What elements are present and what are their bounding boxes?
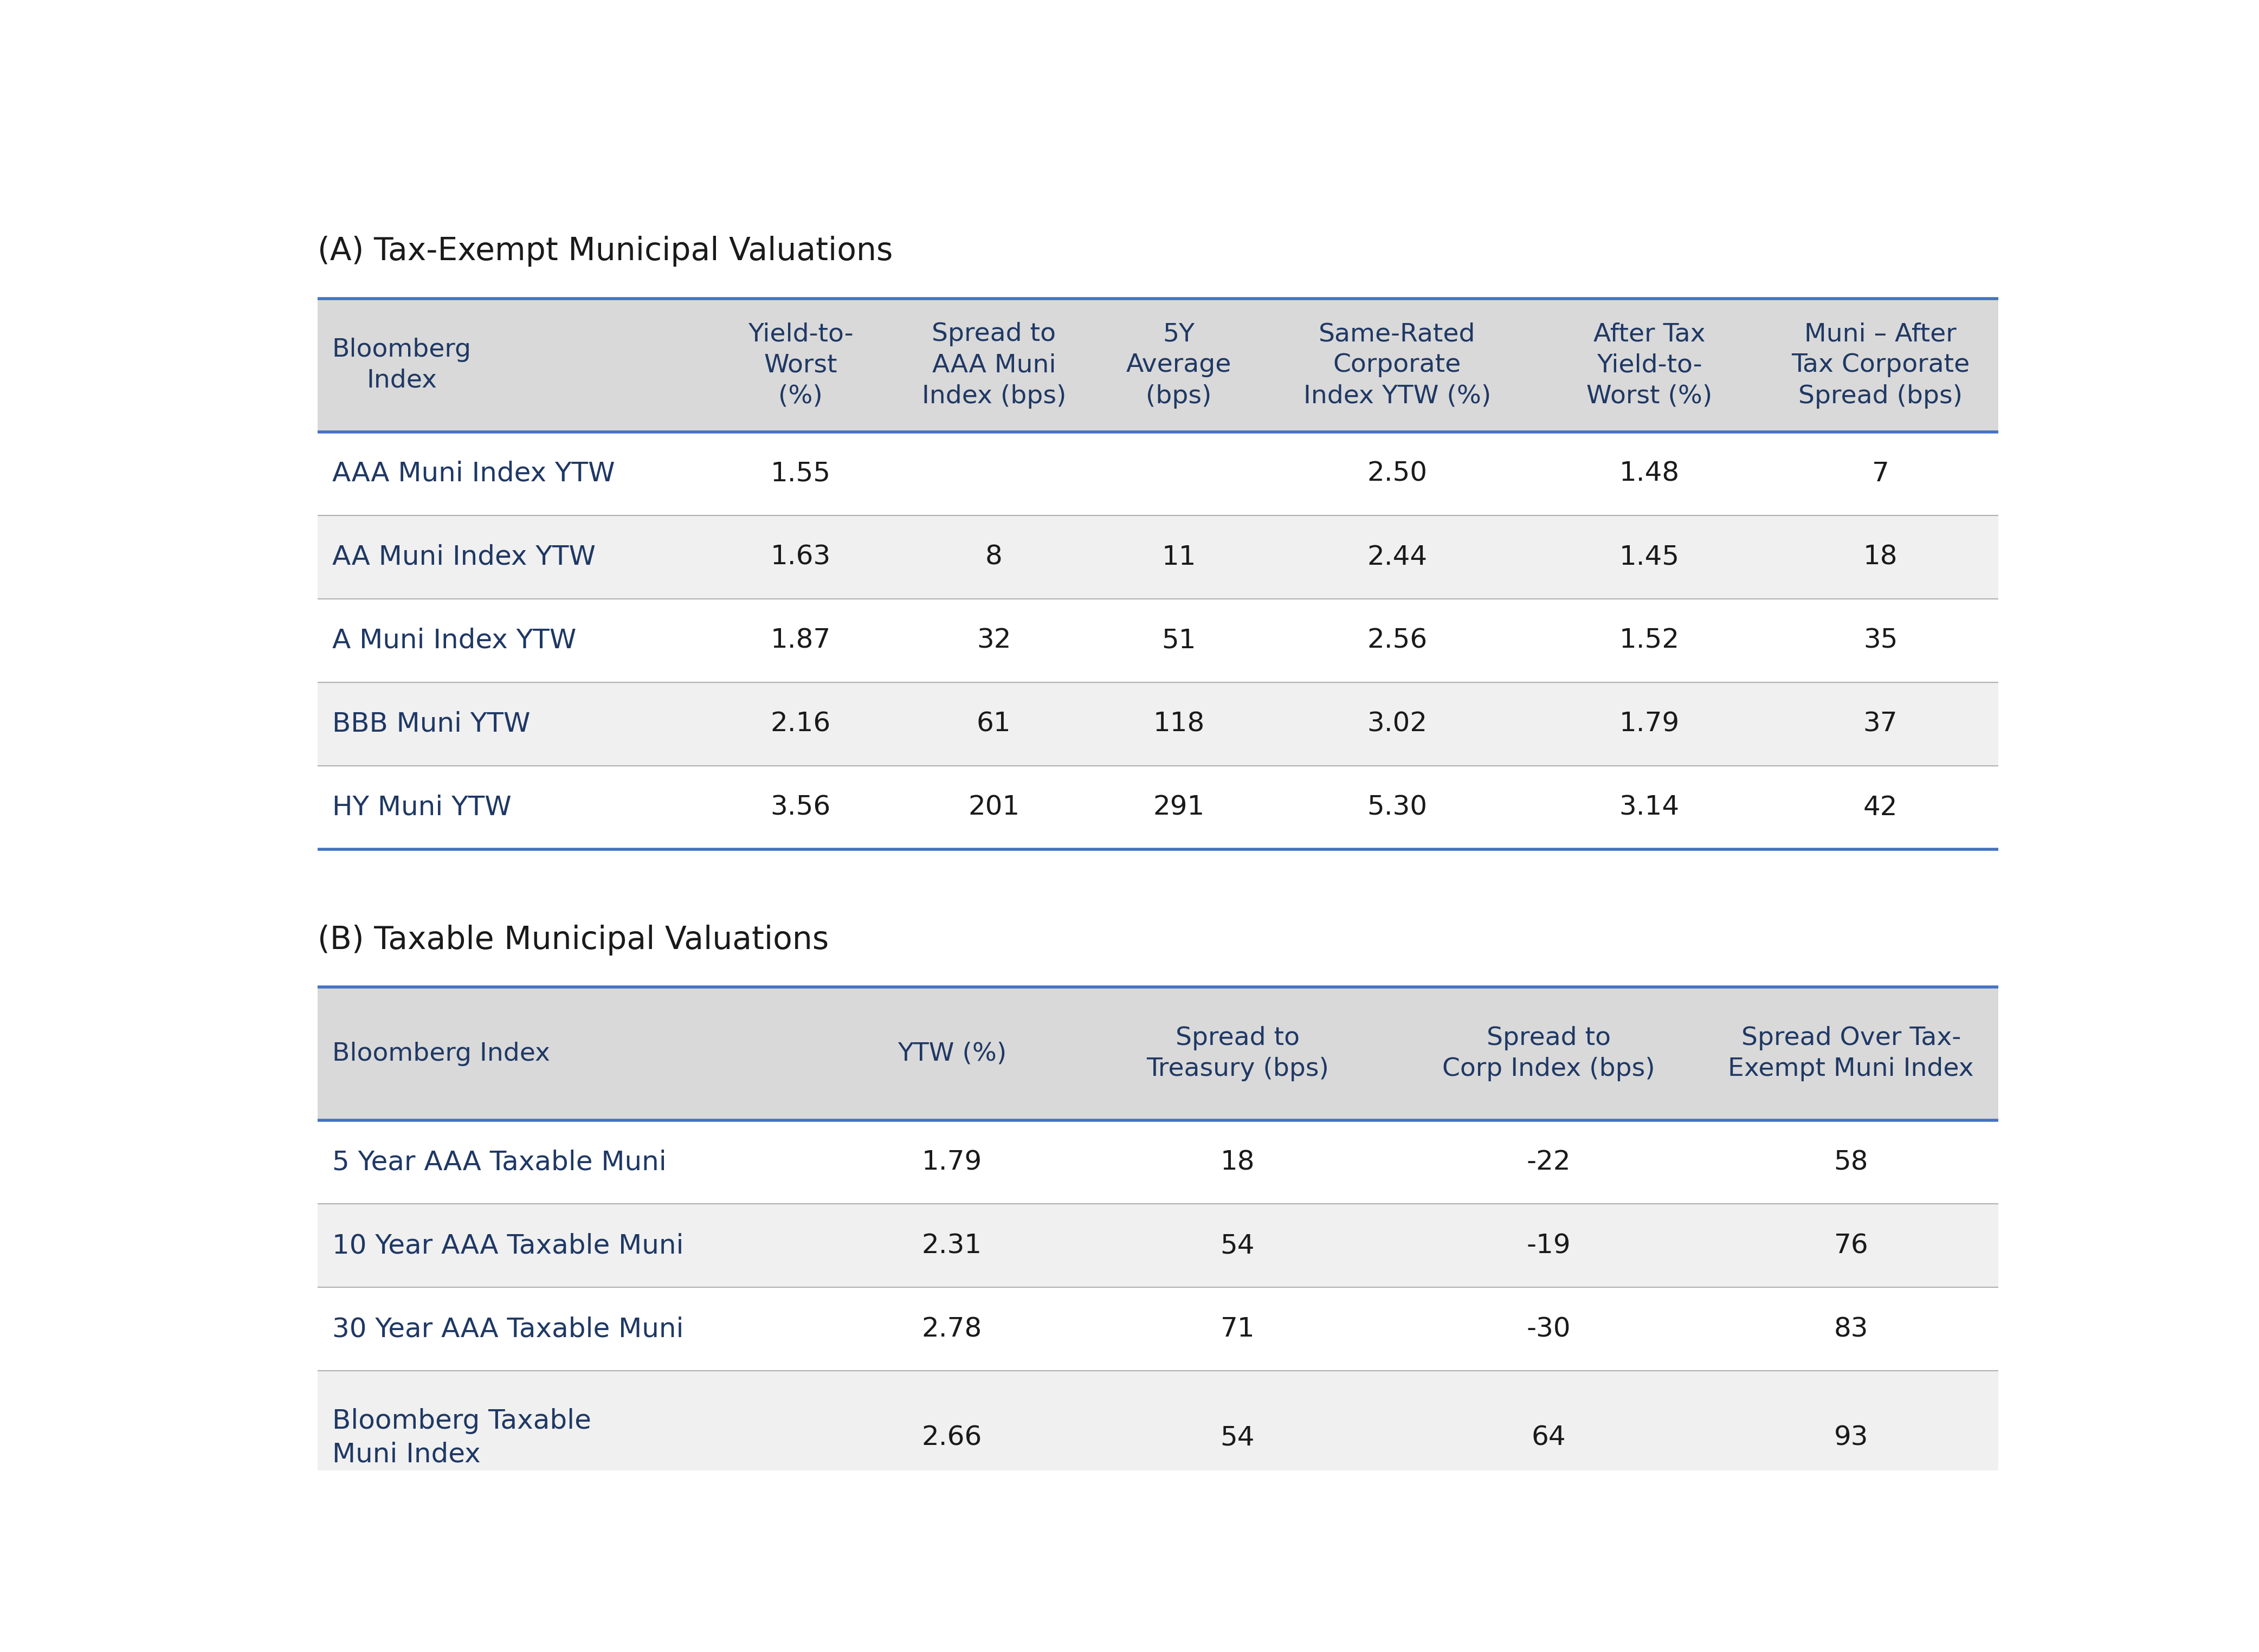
Text: 11: 11 (1161, 544, 1195, 570)
Text: 58: 58 (1834, 1150, 1868, 1175)
FancyBboxPatch shape (316, 299, 1997, 431)
Text: Same-Rated
Corporate
Index YTW (%): Same-Rated Corporate Index YTW (%) (1303, 322, 1491, 408)
Text: 2.50: 2.50 (1367, 461, 1428, 487)
Text: 42: 42 (1864, 795, 1898, 821)
Text: Spread to
AAA Muni
Index (bps): Spread to AAA Muni Index (bps) (922, 322, 1066, 408)
Text: 1.48: 1.48 (1620, 461, 1678, 487)
FancyBboxPatch shape (316, 431, 1997, 515)
Text: 201: 201 (969, 795, 1019, 821)
Text: (A) Tax-Exempt Municipal Valuations: (A) Tax-Exempt Municipal Valuations (316, 236, 892, 266)
Text: 5 Year AAA Taxable Muni: 5 Year AAA Taxable Muni (332, 1150, 666, 1175)
Text: AA Muni Index YTW: AA Muni Index YTW (332, 544, 596, 570)
Text: 5Y
Average
(bps): 5Y Average (bps) (1125, 322, 1231, 408)
Text: 118: 118 (1152, 710, 1204, 737)
Text: 8: 8 (985, 544, 1003, 570)
Text: 2.16: 2.16 (770, 710, 831, 737)
Text: 1.55: 1.55 (770, 461, 831, 487)
Text: HY Muni YTW: HY Muni YTW (332, 795, 511, 821)
Text: 18: 18 (1220, 1150, 1254, 1175)
Text: 51: 51 (1161, 628, 1195, 654)
Text: -30: -30 (1527, 1317, 1570, 1341)
Text: 32: 32 (976, 628, 1012, 654)
Text: Bloomberg Taxable
Muni Index: Bloomberg Taxable Muni Index (332, 1408, 592, 1467)
Text: 61: 61 (976, 710, 1012, 737)
FancyBboxPatch shape (316, 600, 1997, 682)
Text: Bloomberg Index: Bloomberg Index (332, 1041, 549, 1066)
Text: 1.45: 1.45 (1620, 544, 1678, 570)
Text: 2.78: 2.78 (922, 1317, 983, 1341)
Text: 37: 37 (1864, 710, 1898, 737)
FancyBboxPatch shape (316, 1287, 1997, 1371)
Text: 35: 35 (1864, 628, 1898, 654)
FancyBboxPatch shape (316, 767, 1997, 849)
FancyBboxPatch shape (316, 1204, 1997, 1287)
Text: 1.79: 1.79 (1620, 710, 1678, 737)
Text: 54: 54 (1220, 1232, 1254, 1259)
Text: 71: 71 (1220, 1317, 1254, 1341)
Text: 64: 64 (1532, 1424, 1565, 1450)
Text: Muni – After
Tax Corporate
Spread (bps): Muni – After Tax Corporate Spread (bps) (1791, 322, 1970, 408)
Text: Spread to
Corp Index (bps): Spread to Corp Index (bps) (1441, 1026, 1656, 1082)
Text: -22: -22 (1527, 1150, 1570, 1175)
FancyBboxPatch shape (316, 682, 1997, 767)
Text: After Tax
Yield-to-
Worst (%): After Tax Yield-to- Worst (%) (1586, 322, 1712, 408)
Text: (B) Taxable Municipal Valuations: (B) Taxable Municipal Valuations (316, 925, 829, 955)
Text: A Muni Index YTW: A Muni Index YTW (332, 628, 576, 654)
Text: AAA Muni Index YTW: AAA Muni Index YTW (332, 461, 614, 487)
Text: 30 Year AAA Taxable Muni: 30 Year AAA Taxable Muni (332, 1317, 684, 1341)
Text: Bloomberg
Index: Bloomberg Index (332, 337, 472, 393)
Text: 1.79: 1.79 (922, 1150, 983, 1175)
Text: 3.14: 3.14 (1620, 795, 1678, 821)
Text: 1.63: 1.63 (770, 544, 831, 570)
Text: BBB Muni YTW: BBB Muni YTW (332, 710, 531, 737)
FancyBboxPatch shape (316, 1371, 1997, 1505)
Text: 3.56: 3.56 (770, 795, 831, 821)
Text: 10 Year AAA Taxable Muni: 10 Year AAA Taxable Muni (332, 1232, 684, 1259)
Text: 5.30: 5.30 (1367, 795, 1428, 821)
Text: -19: -19 (1527, 1232, 1570, 1259)
Text: Spread to
Treasury (bps): Spread to Treasury (bps) (1145, 1026, 1328, 1082)
Text: 76: 76 (1834, 1232, 1868, 1259)
Text: YTW (%): YTW (%) (897, 1041, 1008, 1066)
Text: 2.31: 2.31 (922, 1232, 983, 1259)
Text: 1.87: 1.87 (770, 628, 831, 654)
FancyBboxPatch shape (316, 986, 1997, 1120)
Text: 54: 54 (1220, 1424, 1254, 1450)
Text: 2.56: 2.56 (1367, 628, 1428, 654)
Text: 83: 83 (1834, 1317, 1868, 1341)
Text: Yield-to-
Worst
(%): Yield-to- Worst (%) (748, 322, 854, 408)
Text: 1.52: 1.52 (1620, 628, 1678, 654)
Text: 7: 7 (1873, 461, 1889, 487)
Text: Spread Over Tax-
Exempt Muni Index: Spread Over Tax- Exempt Muni Index (1728, 1026, 1974, 1082)
Text: 291: 291 (1152, 795, 1204, 821)
Text: 2.66: 2.66 (922, 1424, 983, 1450)
FancyBboxPatch shape (316, 1120, 1997, 1204)
FancyBboxPatch shape (316, 515, 1997, 600)
Text: 18: 18 (1864, 544, 1898, 570)
Text: 2.44: 2.44 (1367, 544, 1428, 570)
Text: 3.02: 3.02 (1367, 710, 1428, 737)
Text: 93: 93 (1834, 1424, 1868, 1450)
